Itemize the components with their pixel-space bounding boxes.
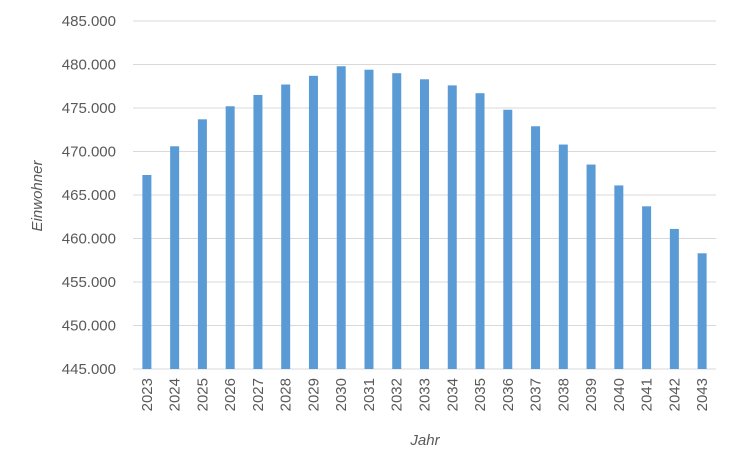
x-tick-label: 2028 xyxy=(278,378,295,411)
bar-2040 xyxy=(614,185,624,369)
bar-2028 xyxy=(281,84,291,369)
bar-2033 xyxy=(420,79,429,369)
bar-2038 xyxy=(558,144,568,369)
y-tick-label: 455.000 xyxy=(62,274,116,291)
bar-2034 xyxy=(447,85,457,369)
x-tick-label: 2040 xyxy=(611,378,628,411)
x-tick-label: 2041 xyxy=(639,378,656,411)
bar-2030 xyxy=(336,66,346,370)
bar-2026 xyxy=(225,106,235,369)
x-tick-label: 2030 xyxy=(333,378,350,411)
x-tick-label: 2024 xyxy=(167,378,184,411)
bar-2029 xyxy=(308,75,318,369)
y-tick-label: 475.000 xyxy=(62,100,116,117)
x-tick-label: 2033 xyxy=(417,378,434,411)
x-tick-label: 2029 xyxy=(305,378,322,411)
bar-2031 xyxy=(364,69,374,369)
bar-2027 xyxy=(253,94,263,369)
y-axis-title: Einwohner xyxy=(29,160,46,232)
x-tick-label: 2042 xyxy=(666,378,683,411)
x-tick-label: 2038 xyxy=(555,378,572,411)
bar-2042 xyxy=(669,228,679,369)
x-tick-label: 2027 xyxy=(250,378,267,411)
bar-2025 xyxy=(197,119,207,369)
bar-2024 xyxy=(170,146,180,369)
y-tick-label: 465.000 xyxy=(62,187,116,204)
x-tick-label: 2034 xyxy=(444,378,461,411)
bar-2041 xyxy=(642,206,652,369)
y-tick-label: 470.000 xyxy=(62,144,116,161)
x-tick-label: 2043 xyxy=(694,378,711,411)
x-tick-label: 2025 xyxy=(194,378,211,411)
x-tick-label: 2023 xyxy=(139,378,156,411)
x-axis-tick-labels: 2023 2024 2025 2026 2027 2028 2029 2030 2031 2032… xyxy=(139,378,711,411)
bar-2035 xyxy=(475,93,485,370)
x-tick-label: 2026 xyxy=(222,378,239,411)
x-tick-label: 2039 xyxy=(583,378,600,411)
bar-2037 xyxy=(531,126,541,370)
x-tick-label: 2035 xyxy=(472,378,489,411)
y-tick-label: 460.000 xyxy=(62,231,116,248)
bar-2039 xyxy=(586,164,596,369)
y-tick-label: 485.000 xyxy=(62,13,116,30)
bar-2036 xyxy=(503,109,513,370)
y-tick-label: 450.000 xyxy=(62,318,116,335)
x-tick-label: 2037 xyxy=(528,378,545,411)
bar-2032 xyxy=(392,73,402,369)
y-tick-label: 480.000 xyxy=(62,57,116,74)
y-axis-tick-labels: 445.000 450.000 455.000 460.000 465.000 470.0… xyxy=(62,13,116,378)
x-axis-title: Jahr xyxy=(409,432,440,449)
x-tick-label: 2032 xyxy=(389,378,406,411)
x-tick-label: 2031 xyxy=(361,378,378,411)
bar-2043 xyxy=(697,253,707,369)
bars xyxy=(142,66,707,370)
x-tick-label: 2036 xyxy=(500,378,517,411)
bar-2023 xyxy=(142,174,152,369)
y-tick-label: 445.000 xyxy=(62,361,116,378)
